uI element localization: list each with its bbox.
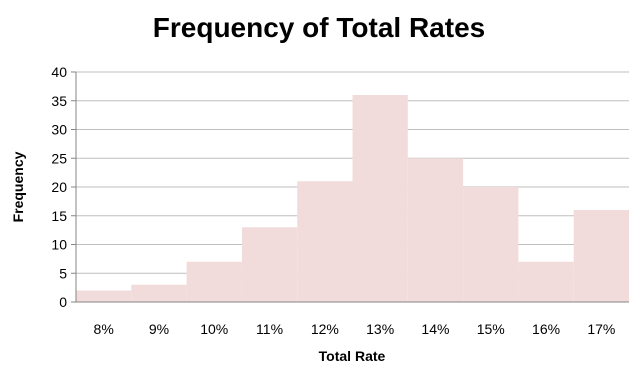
bar-14pct [407,158,464,302]
bar-12pct [297,181,353,302]
x-tick-label: 10% [200,321,228,337]
bar-16pct [518,261,574,302]
y-tick-label: 25 [51,150,67,166]
bars [76,95,629,302]
y-axis-label: Frequency [10,151,26,222]
y-tick-label: 40 [51,64,67,80]
y-tick-label: 5 [59,265,67,281]
y-tick-labels: 0 5 10 15 20 25 30 35 40 [51,64,67,310]
x-tick-labels: 8% 9% 10% 11% 12% 13% 14% 15% 16% 17% [94,321,616,337]
bar-13pct [352,95,408,302]
x-tick-label: 15% [477,321,505,337]
y-tick-label: 10 [51,237,67,253]
x-tick-label: 16% [532,321,560,337]
bar-11pct [241,227,298,302]
bar-17pct [573,210,629,302]
axes [71,71,629,303]
x-tick-label: 11% [256,321,283,337]
bar-15pct [463,187,519,302]
x-tick-label: 14% [421,321,449,337]
y-tick-label: 0 [59,294,67,310]
x-tick-label: 12% [311,321,339,337]
bar-9pct [131,284,187,302]
bar-10pct [186,261,242,302]
y-tick-label: 15 [51,208,67,224]
y-tick-label: 30 [51,122,67,138]
chart-title: Frequency of Total Rates [153,12,485,43]
y-tick-label: 35 [51,93,67,109]
x-axis-label: Total Rate [319,348,386,364]
x-tick-label: 8% [94,321,114,337]
y-tick-label: 20 [51,179,67,195]
x-tick-label: 9% [149,321,169,337]
x-tick-label: 13% [366,321,394,337]
bar-8pct [76,290,132,302]
x-tick-label: 17% [587,321,615,337]
